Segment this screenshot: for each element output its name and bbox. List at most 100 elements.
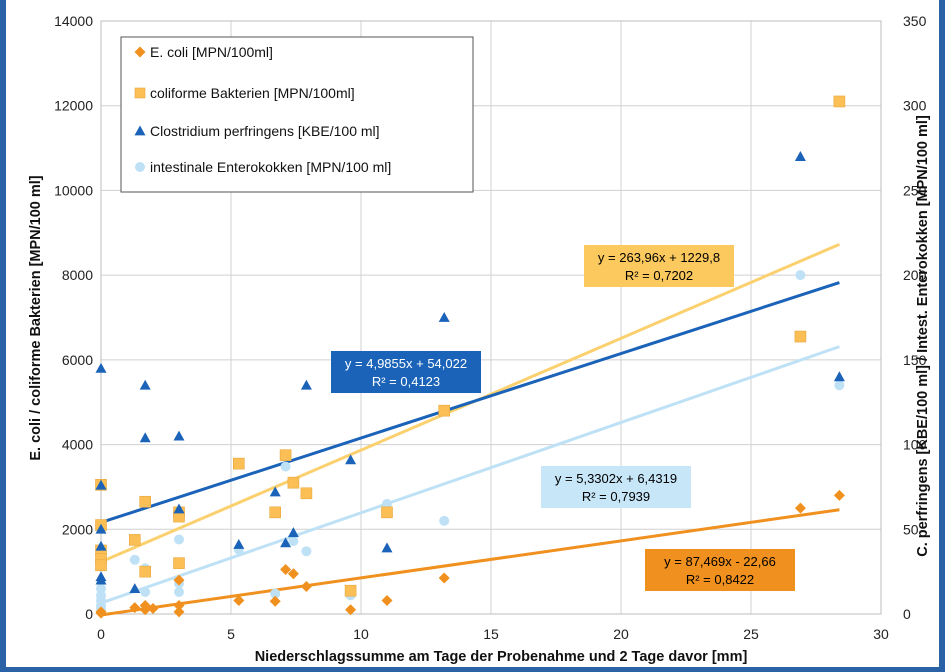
y-left-tick-label: 2000 — [62, 521, 93, 537]
x-tick-label: 0 — [97, 626, 105, 642]
x-tick-label: 20 — [613, 626, 629, 642]
data-point — [300, 580, 312, 592]
data-point — [95, 607, 107, 619]
y-right-tick-label: 350 — [903, 13, 927, 29]
data-point — [280, 537, 292, 548]
trendline-r2: R² = 0,4123 — [372, 374, 440, 389]
data-point — [139, 379, 151, 390]
data-point — [173, 557, 185, 569]
y-left-tick-label: 0 — [85, 606, 93, 622]
y-right-tick-label: 250 — [903, 182, 927, 198]
trendline — [100, 345, 840, 605]
data-point — [173, 600, 185, 612]
trendline-label-box — [645, 549, 795, 591]
legend-label: Clostridium perfringens [KBE/100 ml] — [150, 123, 380, 139]
data-point — [833, 371, 845, 382]
trendline-equation: y = 5,3302x + 6,4319 — [555, 471, 677, 486]
data-point — [233, 457, 245, 470]
x-axis-title: Niederschlagssumme am Tage der Probenahm… — [255, 649, 748, 665]
y-left-tick-label: 14000 — [54, 13, 93, 29]
data-point — [280, 461, 291, 472]
data-point — [95, 540, 107, 551]
data-point — [129, 583, 141, 593]
data-point — [345, 604, 357, 616]
y-right-axis-title: C. perfringens [KBE/100 ml] / Intest. En… — [915, 115, 931, 557]
data-point — [381, 594, 393, 606]
data-point — [795, 270, 806, 281]
data-point — [280, 564, 292, 576]
data-point — [95, 523, 107, 534]
legend: E. coli [MPN/100ml] coliforme Bakterien [… — [120, 36, 474, 193]
data-point — [139, 495, 151, 508]
data-point — [794, 330, 807, 343]
y-right-tick-label: 100 — [903, 437, 927, 453]
legend-marker — [135, 162, 145, 172]
data-point — [95, 559, 107, 572]
x-tick-label: 30 — [873, 626, 889, 642]
trendline-equation: y = 87,469x - 22,66 — [664, 554, 776, 569]
y-right-tick-label: 200 — [903, 267, 927, 283]
data-point — [95, 574, 107, 585]
data-point — [139, 432, 151, 443]
y-right-tick-label: 150 — [903, 352, 927, 368]
data-point — [173, 574, 185, 586]
y-left-tick-label: 6000 — [62, 352, 93, 368]
legend-label: E. coli [MPN/100ml] — [150, 44, 273, 60]
data-point — [438, 572, 450, 584]
y-right-tick-label: 300 — [903, 98, 927, 114]
data-point — [794, 502, 806, 514]
legend-label: coliforme Bakterien [MPN/100ml] — [150, 85, 355, 101]
legend-marker — [134, 125, 146, 136]
y-right-tick-label: 50 — [903, 521, 919, 537]
data-point — [95, 362, 107, 373]
trendline-r2: R² = 0,7939 — [582, 489, 650, 504]
scatter-chart: 0200040006000800010000120001400005010015… — [28, 13, 931, 665]
x-tick-label: 10 — [353, 626, 369, 642]
trendline-label-box — [331, 351, 481, 393]
data-point — [129, 554, 140, 565]
plot-area-border — [100, 20, 882, 615]
y-left-tick-label: 10000 — [54, 182, 93, 198]
x-tick-label: 25 — [743, 626, 759, 642]
data-points — [95, 95, 846, 619]
data-point — [129, 602, 141, 614]
data-point — [287, 568, 299, 580]
data-point — [288, 536, 299, 547]
data-point — [382, 498, 392, 509]
legend-marker — [134, 87, 146, 99]
data-point — [174, 586, 184, 597]
trendline-equation: y = 4,9855x + 54,022 — [345, 356, 467, 371]
data-point — [233, 594, 245, 606]
data-point — [279, 449, 292, 461]
data-point — [287, 476, 300, 489]
trendline-labels: y = 87,469x - 22,66 R² = 0,8422 y = 263,96… — [331, 245, 795, 591]
trendline — [100, 508, 840, 617]
legend-marker — [134, 46, 146, 58]
y-left-tick-label: 4000 — [62, 437, 93, 453]
data-point — [345, 454, 357, 465]
trendline-r2: R² = 0,7202 — [625, 268, 693, 283]
y-left-axis-title: E. coli / coliforme Bakterien [MPN/100 m… — [28, 175, 44, 460]
data-point — [139, 604, 151, 616]
data-point — [270, 588, 281, 599]
data-point — [287, 527, 299, 538]
data-point — [95, 479, 107, 490]
data-point — [129, 534, 141, 546]
data-point — [269, 595, 281, 607]
trendline-equation: y = 263,96x + 1229,8 — [598, 250, 720, 265]
data-point — [833, 95, 846, 108]
data-point — [269, 486, 281, 497]
x-tick-label: 15 — [483, 626, 499, 642]
legend-label: intestinale Enterokokken [MPN/100 ml] — [150, 159, 391, 175]
trendline — [100, 281, 840, 524]
legend-box — [120, 36, 474, 193]
data-point — [438, 404, 451, 417]
data-point — [381, 542, 393, 553]
trendline-label-box — [584, 245, 734, 287]
trendline-r2: R² = 0,8422 — [686, 572, 754, 587]
trendlines — [100, 243, 840, 617]
data-point — [233, 539, 245, 549]
data-point — [301, 546, 312, 557]
data-point — [834, 380, 845, 391]
data-point — [833, 489, 845, 501]
